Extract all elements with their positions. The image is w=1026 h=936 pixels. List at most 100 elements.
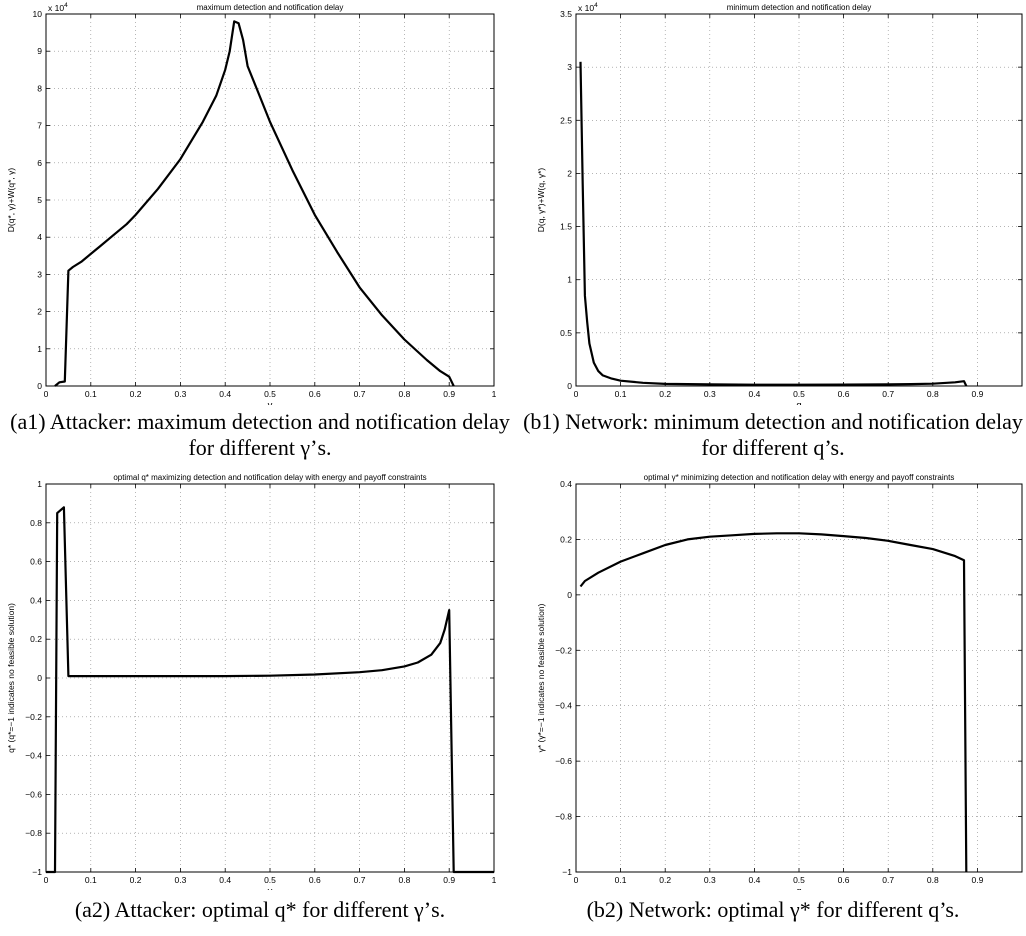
x-tick-label: 0.2 <box>659 389 671 399</box>
y-tick-label: 3.5 <box>560 9 572 19</box>
y-tick-label: 1 <box>37 344 42 354</box>
y-tick-label: 0.2 <box>560 534 572 544</box>
x-tick-label: 0.3 <box>704 389 716 399</box>
y-tick-label: 2.5 <box>560 115 572 125</box>
y-exponent-power: 4 <box>64 2 68 9</box>
x-tick-label: 0.2 <box>659 875 671 885</box>
x-tick-label: 0.8 <box>398 875 410 885</box>
chart-title: maximum detection and notification delay <box>197 3 344 12</box>
x-tick-label: 0 <box>44 875 49 885</box>
y-tick-label: −1 <box>562 867 572 877</box>
y-exponent-label: x 104 <box>578 2 598 13</box>
y-tick-label: −0.8 <box>555 812 572 822</box>
y-tick-label: 6 <box>37 158 42 168</box>
x-tick-label: 0.5 <box>264 389 276 399</box>
y-tick-label: −0.6 <box>25 789 42 799</box>
x-tick-label: 0 <box>574 389 579 399</box>
x-tick-label: 0.7 <box>354 875 366 885</box>
y-tick-label: 0.4 <box>560 479 572 489</box>
y-tick-label: 1 <box>37 479 42 489</box>
x-tick-label: 0.8 <box>927 389 939 399</box>
x-tick-label: 0.6 <box>838 875 850 885</box>
y-tick-label: 0 <box>567 590 572 600</box>
y-tick-label: −0.2 <box>25 712 42 722</box>
x-tick-label: 0.6 <box>309 389 321 399</box>
y-tick-label: 1.5 <box>560 222 572 232</box>
y-tick-label: −0.6 <box>555 756 572 766</box>
y-tick-label: −0.4 <box>25 751 42 761</box>
y-axis-label: q* (q*=−1 indicates no feasible solution… <box>6 603 16 753</box>
y-tick-label: 0.4 <box>30 595 42 605</box>
chart-a1: 0 0.1 0.2 0.3 0.4 0.5 0.6 0.7 0.8 0.9 101234567891… <box>6 2 497 405</box>
x-axis-label: q <box>796 400 801 405</box>
y-axis-label: D(q, γ*)+W(q, γ*) <box>536 168 546 233</box>
x-tick-label: 0.6 <box>838 389 850 399</box>
y-tick-label: 0.2 <box>30 634 42 644</box>
x-tick-label: 1 <box>492 875 497 885</box>
y-tick-label: 7 <box>37 121 42 131</box>
y-tick-label: 0.8 <box>30 518 42 528</box>
x-tick-label: 0.8 <box>927 875 939 885</box>
y-tick-label: 8 <box>37 83 42 93</box>
y-tick-label: 9 <box>37 46 42 56</box>
x-tick-label: 1 <box>492 389 497 399</box>
caption-a1: (a1) Attacker: maximum detection and not… <box>0 409 520 461</box>
x-tick-label: 0.9 <box>443 389 455 399</box>
caption-a2-text: (a2) Attacker: optimal q* for different … <box>74 897 446 922</box>
y-tick-label: 3 <box>567 62 572 72</box>
chart-title: optimal q* maximizing detection and noti… <box>113 473 426 482</box>
caption-b2: (b2) Network: optimal γ* for different q… <box>520 897 1026 923</box>
x-tick-label: 0.8 <box>398 389 410 399</box>
caption-b2-text: (b2) Network: optimal γ* for different q… <box>586 897 960 922</box>
y-tick-label: 4 <box>37 232 42 242</box>
chart-a2: 0 0.1 0.2 0.3 0.4 0.5 0.6 0.7 0.8 0.9 1 −1 −0.8 −0.6 −… <box>6 473 497 890</box>
x-tick-label: 0.5 <box>793 389 805 399</box>
series-line <box>46 506 494 874</box>
x-axis-label: q <box>796 886 801 890</box>
y-tick-label: 2 <box>37 307 42 317</box>
chart-title: minimum detection and notification delay <box>727 3 872 12</box>
x-tick-label: 0.4 <box>748 389 760 399</box>
y-tick-label: −0.8 <box>25 828 42 838</box>
chart-b2: 0 0.1 0.2 0.3 0.4 0.5 0.6 0.7 0.8 0.9 −1 −0.8 −0.6 −0… <box>536 473 1023 890</box>
x-tick-label: 0.7 <box>882 389 894 399</box>
x-tick-label: 0 <box>44 389 49 399</box>
y-tick-label: 0 <box>37 381 42 391</box>
y-tick-label: 2 <box>567 168 572 178</box>
y-tick-label: 0 <box>37 673 42 683</box>
x-tick-label: 0.9 <box>443 875 455 885</box>
y-tick-label: −1 <box>32 867 42 877</box>
y-tick-label: 5 <box>37 195 42 205</box>
y-exponent-label: x 104 <box>48 2 68 13</box>
y-tick-label: 0.6 <box>30 557 42 567</box>
x-tick-label: 0.5 <box>264 875 276 885</box>
x-tick-label: 0.4 <box>219 875 231 885</box>
x-tick-label: 0.1 <box>85 389 97 399</box>
x-tick-label: 0.3 <box>704 875 716 885</box>
x-axis-label: γ <box>268 886 273 890</box>
x-tick-label: 0.1 <box>615 875 627 885</box>
x-tick-label: 0.9 <box>971 389 983 399</box>
series-line <box>54 20 455 387</box>
y-tick-label: 0 <box>567 381 572 391</box>
caption-a1-text: (a1) Attacker: maximum detection and not… <box>10 409 510 460</box>
x-tick-label: 0.4 <box>748 875 760 885</box>
y-tick-label: 1 <box>567 275 572 285</box>
x-axis-label: γ <box>268 400 273 405</box>
x-tick-label: 0.4 <box>219 389 231 399</box>
x-tick-label: 0.3 <box>174 389 186 399</box>
y-tick-label: 3 <box>37 269 42 279</box>
y-exponent-power: 4 <box>594 2 598 9</box>
y-axis-label: γ* (γ*=−1 indicates no feasible solution… <box>536 603 546 752</box>
x-tick-label: 0.2 <box>130 389 142 399</box>
y-tick-label: −0.2 <box>555 645 572 655</box>
series-line <box>579 61 968 387</box>
x-tick-label: 0.3 <box>174 875 186 885</box>
series-line <box>579 532 968 873</box>
x-tick-label: 0 <box>574 875 579 885</box>
x-tick-label: 0.1 <box>85 875 97 885</box>
y-axis-label: D(q*, γ)+W(q*, γ) <box>6 168 16 233</box>
chart-b1: 0 0.1 0.2 0.3 0.4 0.5 0.6 0.7 0.8 0.9 0 0.5 1 1.5 2 2.5… <box>536 2 1023 405</box>
x-tick-label: 0.7 <box>882 875 894 885</box>
y-tick-label: 10 <box>33 9 43 19</box>
